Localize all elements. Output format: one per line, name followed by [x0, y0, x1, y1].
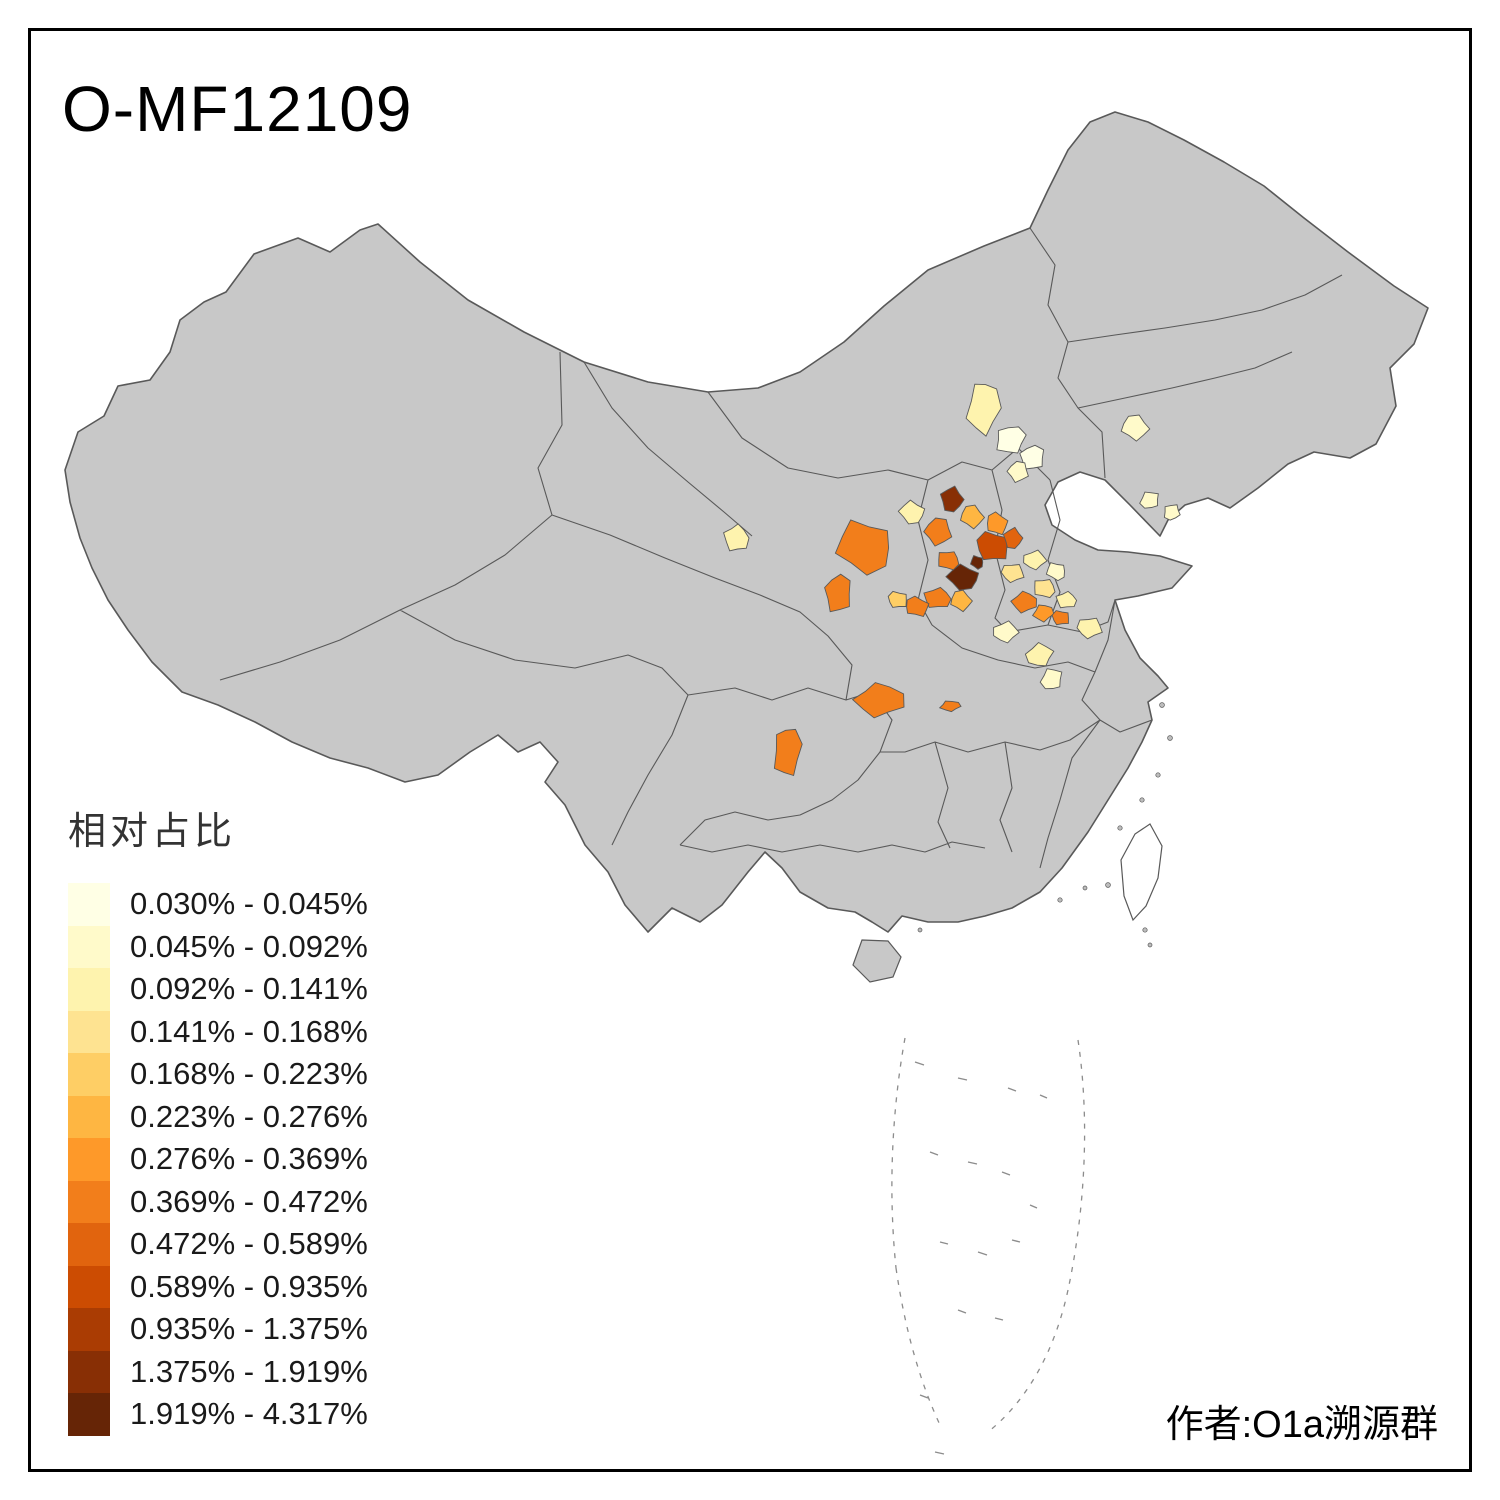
legend-swatch: [68, 1180, 110, 1223]
plot-title: O-MF12109: [62, 73, 413, 145]
map-region: [1024, 641, 1055, 667]
map-region: [824, 573, 851, 613]
taiwan-island: [1120, 823, 1163, 922]
legend-rows: 0.030% - 0.045% 0.045% - 0.092% 0.092% - 0…: [68, 883, 488, 1436]
map-region: [1163, 504, 1181, 521]
legend-title: 相对占比: [68, 811, 237, 853]
map-region: [1051, 610, 1069, 626]
map-region: [996, 426, 1027, 454]
map-region: [938, 700, 962, 713]
china-mainland: [64, 111, 1429, 933]
legend-label: 0.276% - 0.369%: [130, 1141, 368, 1177]
map-region: [1120, 414, 1151, 442]
legend-label: 0.141% - 0.168%: [130, 1013, 368, 1049]
legend-row: 0.045% - 0.092%: [68, 925, 488, 968]
map-region: [887, 590, 907, 608]
map-region: [851, 682, 905, 719]
legend-row: 0.168% - 0.223%: [68, 1053, 488, 1096]
legend-label: 1.375% - 1.919%: [130, 1353, 368, 1389]
legend-swatch: [68, 925, 110, 968]
map-region: [1031, 604, 1055, 623]
map-region: [993, 620, 1020, 644]
map-region: [1139, 491, 1159, 509]
legend-label: 0.045% - 0.092%: [130, 928, 368, 964]
legend-label: 0.369% - 0.472%: [130, 1183, 368, 1219]
map-region: [906, 595, 930, 618]
legend-swatch: [68, 1350, 110, 1393]
map-region: [1039, 668, 1063, 690]
legend-swatch: [68, 1095, 110, 1138]
map-region: [1076, 617, 1103, 640]
legend-label: 0.589% - 0.935%: [130, 1268, 368, 1304]
map-region: [945, 563, 980, 591]
legend-row: 0.589% - 0.935%: [68, 1265, 488, 1308]
map-region: [1002, 526, 1024, 549]
map-region: [938, 551, 960, 571]
sea-islets: [914, 1061, 1048, 1455]
legend-row: 0.030% - 0.045%: [68, 883, 488, 926]
map-region: [897, 499, 926, 525]
map-region: [1045, 562, 1065, 582]
map-region: [987, 511, 1009, 536]
legend-row: 1.375% - 1.919%: [68, 1350, 488, 1393]
map-region: [939, 485, 965, 513]
province-borders: [219, 227, 1343, 869]
legend-label: 0.472% - 0.589%: [130, 1226, 368, 1262]
legend-row: 0.276% - 0.369%: [68, 1138, 488, 1181]
legend-swatch: [68, 883, 110, 926]
legend-row: 1.919% - 4.317%: [68, 1393, 488, 1436]
legend-swatch: [68, 1138, 110, 1181]
map-region: [1000, 564, 1025, 584]
map-region: [965, 383, 1002, 437]
legend-swatch: [68, 1265, 110, 1308]
legend-swatch: [68, 1053, 110, 1096]
legend-row: 0.472% - 0.589%: [68, 1223, 488, 1266]
legend-label: 0.168% - 0.223%: [130, 1056, 368, 1092]
legend-swatch: [68, 1308, 110, 1351]
map-region: [1019, 444, 1045, 470]
legend-label: 0.223% - 0.276%: [130, 1098, 368, 1134]
credit-text: 作者:O1a溯源群: [1165, 1404, 1438, 1446]
map-region: [969, 555, 984, 570]
map-region: [773, 728, 803, 777]
legend-label: 0.092% - 0.141%: [130, 971, 368, 1007]
map-region: [1010, 590, 1037, 614]
map-region: [1006, 460, 1029, 484]
map-region: [723, 523, 750, 552]
map-region: [834, 519, 890, 576]
map-region: [1055, 590, 1078, 609]
legend-label: 1.919% - 4.317%: [130, 1396, 368, 1432]
map-region: [923, 517, 953, 547]
map-region: [1023, 549, 1048, 571]
legend-swatch: [68, 1010, 110, 1053]
legend-row: 0.092% - 0.141%: [68, 968, 488, 1011]
map-region: [1034, 579, 1056, 599]
map-region: [959, 504, 986, 530]
map-region: [950, 589, 974, 613]
coastal-islands: [917, 702, 1173, 948]
legend-label: 0.935% - 1.375%: [130, 1311, 368, 1347]
map-region: [976, 530, 1008, 561]
south-china-sea-boundary: [891, 1037, 1086, 1433]
legend-row: 0.935% - 1.375%: [68, 1308, 488, 1351]
legend-row: 0.223% - 0.276%: [68, 1095, 488, 1138]
highlighted-regions: [723, 383, 1181, 777]
legend-row: 0.141% - 0.168%: [68, 1010, 488, 1053]
legend-swatch: [68, 1223, 110, 1266]
legend-swatch: [68, 1393, 110, 1436]
hainan-island: [852, 939, 902, 983]
legend: 相对占比 0.030% - 0.045% 0.045% - 0.092% 0.092…: [68, 800, 488, 1436]
legend-swatch: [68, 968, 110, 1011]
legend-row: 0.369% - 0.472%: [68, 1180, 488, 1223]
legend-label: 0.030% - 0.045%: [130, 886, 368, 922]
